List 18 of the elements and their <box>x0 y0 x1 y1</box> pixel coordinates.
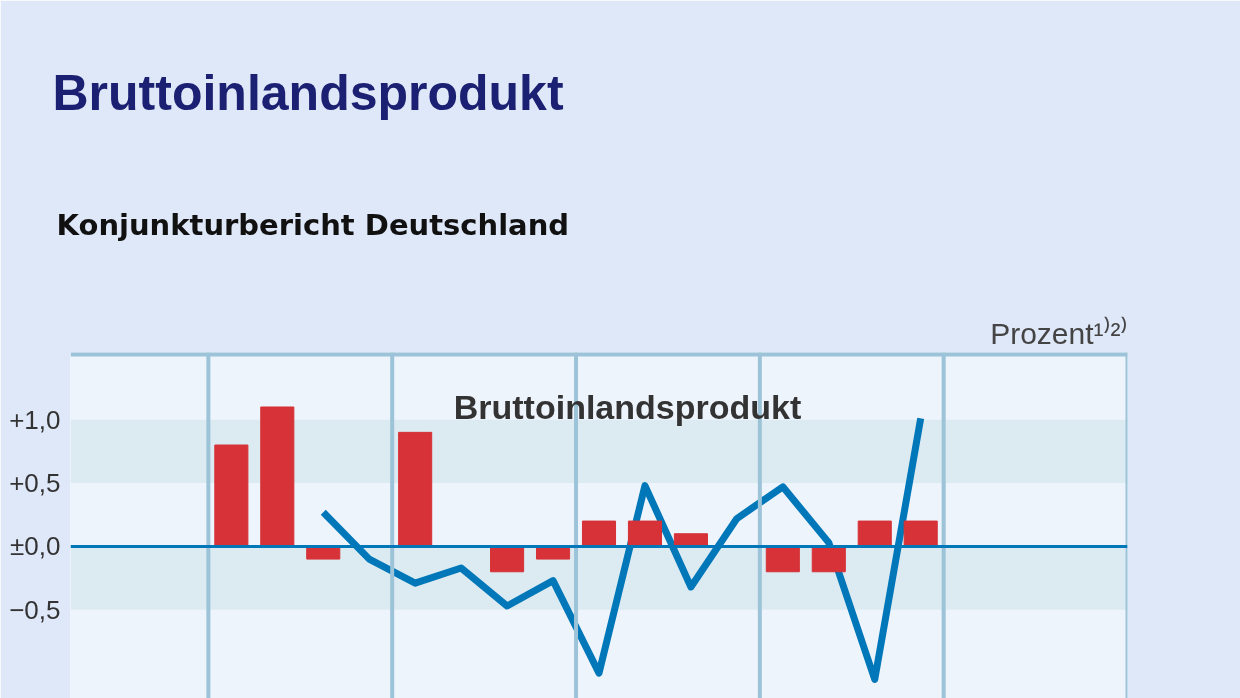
bar <box>260 406 295 547</box>
bar <box>765 545 800 573</box>
bar <box>857 520 892 547</box>
annotation: Bruttoinlandsprodukt <box>453 387 802 426</box>
bar <box>903 520 938 547</box>
bar <box>627 520 662 547</box>
y-tick-label: −0,5 <box>9 594 61 625</box>
bar <box>581 520 617 547</box>
bar <box>214 444 249 547</box>
y-axis-title: Prozent¹⁾²⁾ <box>990 315 1128 350</box>
chart-title: Bruttoinlandsprodukt <box>52 64 564 121</box>
y-tick-label: +1,0 <box>9 404 61 435</box>
bar <box>811 545 846 573</box>
bar <box>398 431 433 547</box>
y-tick-label: +0,5 <box>9 468 61 499</box>
y-tick-label: ±0,0 <box>10 531 61 562</box>
chart-subtitle: Konjunkturbericht Deutschland <box>56 207 570 242</box>
bar <box>490 545 525 573</box>
